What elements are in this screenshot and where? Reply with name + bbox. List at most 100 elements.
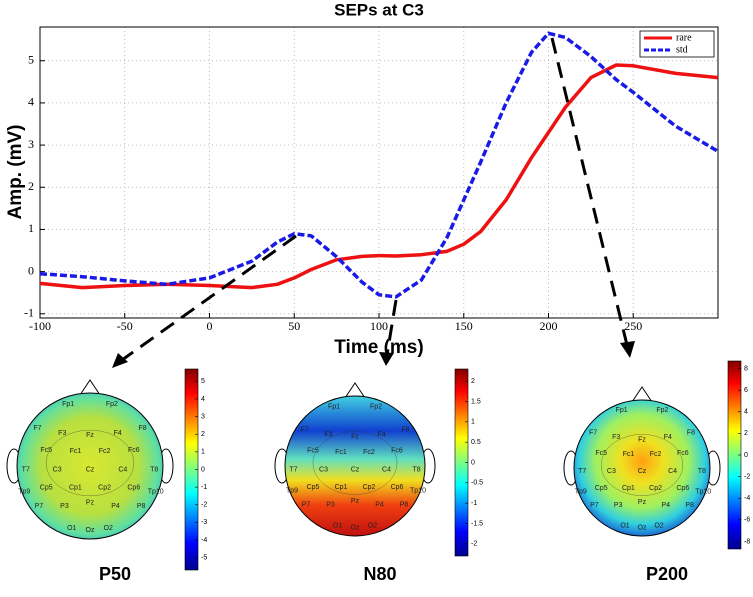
- electrode-label: C4: [118, 466, 127, 473]
- colorbar-tick-label: 0.5: [471, 439, 481, 446]
- electrode-label: C4: [668, 468, 677, 475]
- colorbar-tick-label: -2: [471, 541, 477, 548]
- y-tick-label: -1: [24, 306, 34, 320]
- topomap: [573, 399, 711, 537]
- head-nose: [344, 382, 366, 399]
- electrode-label: P7: [35, 503, 44, 510]
- electrode-label: T8: [150, 466, 158, 473]
- colorbar-tick-label: -1.5: [471, 520, 483, 527]
- electrode-label: F8: [138, 425, 146, 432]
- electrode-label: O1: [333, 522, 342, 529]
- x-tick-label: -100: [29, 319, 51, 333]
- electrode-label: P4: [111, 503, 120, 510]
- colorbar-tick-label: 6: [744, 387, 748, 394]
- legend-box: [639, 30, 715, 58]
- colorbar-tick-label: 2: [471, 378, 475, 385]
- electrode-label: Cp1: [335, 484, 348, 491]
- colorbar-tick-label: 0: [744, 452, 748, 459]
- y-tick-label: 2: [28, 179, 34, 193]
- colorbar-tick-label: 0: [201, 466, 205, 473]
- colorbar-tick-label: -2: [201, 502, 207, 509]
- contour: [600, 434, 684, 496]
- topomap: [16, 392, 164, 540]
- colorbar-tick-label: -8: [744, 538, 750, 545]
- electrode-label: O2: [654, 523, 663, 530]
- electrode-label: Fz: [638, 436, 646, 443]
- x-tick-label: 150: [455, 319, 473, 333]
- colorbar-tick-label: -2: [744, 473, 750, 480]
- electrode-label: Pz: [351, 498, 360, 505]
- electrode-label: Fc2: [99, 448, 111, 455]
- electrode-label: Cp1: [69, 485, 82, 492]
- electrode-label: P7: [590, 502, 599, 509]
- chart-title: SEPs at C3: [334, 0, 424, 19]
- electrode-label: O1: [67, 525, 76, 532]
- colorbar-tick-label: 3: [201, 413, 205, 420]
- electrode-label: P3: [326, 501, 335, 508]
- electrode-label: P7: [302, 501, 311, 508]
- electrode-label: T7: [22, 466, 30, 473]
- electrode-label: T7: [289, 466, 297, 473]
- colorbar-tick-label: 4: [744, 409, 748, 416]
- series-line: [39, 63, 719, 290]
- electrode-label: Fc6: [677, 450, 689, 457]
- colorbar-tick-label: -4: [201, 537, 207, 544]
- electrode-label: Oz: [638, 525, 647, 532]
- electrode-label: Tp10: [410, 487, 426, 494]
- electrode-label: Fp2: [106, 401, 118, 408]
- x-tick-label: -50: [117, 319, 133, 333]
- x-tick-label: 200: [540, 319, 558, 333]
- electrode-label: Fc5: [307, 447, 319, 454]
- electrode-label: Cp6: [127, 485, 140, 492]
- electrode-label: Cz: [638, 468, 647, 475]
- electrode-label: Tp10: [695, 489, 711, 496]
- electrode-label: Cp2: [649, 485, 662, 492]
- electrode-label: F4: [664, 434, 672, 441]
- electrode-label: P3: [60, 503, 69, 510]
- electrode-label: F3: [58, 430, 66, 437]
- electrode-label: F8: [687, 429, 695, 436]
- colorbar-tick-label: -0.5: [471, 480, 483, 487]
- electrode-label: Oz: [351, 524, 360, 531]
- electrode-label: Pz: [638, 499, 647, 506]
- electrode-label: Fp1: [62, 401, 74, 408]
- colorbar-tick-label: 2: [201, 431, 205, 438]
- x-tick-label: 250: [624, 319, 642, 333]
- topomap: [284, 395, 426, 537]
- electrode-label: Cp6: [391, 484, 404, 491]
- electrode-label: Tp10: [148, 488, 164, 495]
- electrode-label: Cz: [351, 466, 360, 473]
- electrode-label: C3: [319, 466, 328, 473]
- x-tick-label: 50: [288, 319, 300, 333]
- electrode-label: Tp9: [286, 487, 298, 494]
- electrode-label: P8: [400, 501, 409, 508]
- electrode-label: Oz: [86, 527, 95, 534]
- y-axis-label: Amp. (mV): [5, 125, 26, 220]
- electrode-label: Cp5: [595, 485, 608, 492]
- electrode-label: F7: [301, 426, 309, 433]
- electrode-label: Fc5: [40, 447, 52, 454]
- colorbar-tick-label: 2: [744, 430, 748, 437]
- electrode-label: T8: [698, 468, 706, 475]
- colorbar-tick-label: 5: [201, 378, 205, 385]
- y-tick-label: 3: [28, 137, 34, 151]
- y-tick-label: 5: [28, 52, 34, 66]
- electrode-label: Fc1: [335, 449, 347, 456]
- electrode-label: Pz: [86, 499, 95, 506]
- electrode-label: Fp1: [616, 407, 628, 414]
- legend-label: rare: [676, 32, 692, 43]
- electrode-label: Cz: [86, 466, 95, 473]
- arrow-heads: [112, 341, 635, 368]
- electrode-label: F8: [401, 426, 409, 433]
- electrode-label: P4: [662, 502, 671, 509]
- electrode-label: O2: [368, 522, 377, 529]
- electrode-label: Fc2: [363, 449, 375, 456]
- y-tick-label: 4: [28, 95, 34, 109]
- electrode-label: Fc1: [623, 451, 635, 458]
- electrode-label: F4: [378, 431, 386, 438]
- electrode-label: Fc2: [650, 451, 662, 458]
- colorbar-tick-label: 1: [471, 419, 475, 426]
- head-nose: [79, 379, 101, 396]
- contour: [45, 429, 135, 497]
